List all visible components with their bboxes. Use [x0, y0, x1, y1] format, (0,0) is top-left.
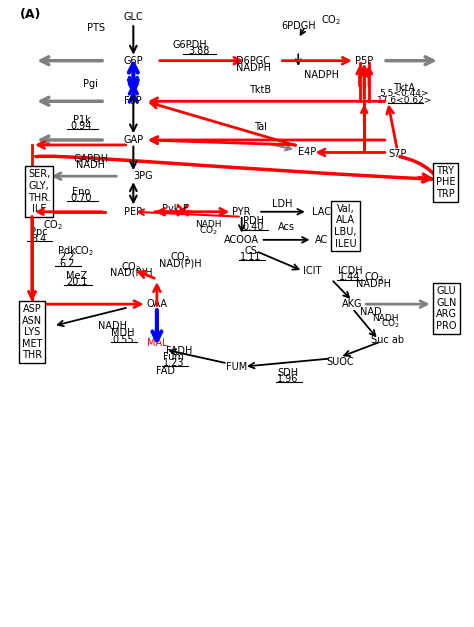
Text: PEP: PEP	[124, 207, 142, 217]
Text: 1.11: 1.11	[240, 252, 262, 262]
Text: FUM: FUM	[227, 362, 247, 372]
Text: TRY
PHE
TRP: TRY PHE TRP	[436, 166, 455, 199]
Text: F6P: F6P	[125, 97, 142, 106]
Text: Pgi: Pgi	[83, 79, 99, 89]
Text: 0.55: 0.55	[112, 335, 134, 345]
Text: NADPH: NADPH	[356, 278, 391, 288]
Text: MDH: MDH	[111, 329, 135, 339]
Text: CO$_2$: CO$_2$	[74, 244, 94, 258]
Text: 6PDGH: 6PDGH	[281, 21, 316, 31]
Text: 3.4: 3.4	[31, 234, 47, 244]
Text: Acs: Acs	[278, 223, 295, 233]
Text: Ppc: Ppc	[30, 228, 48, 238]
Text: AC: AC	[315, 235, 328, 245]
Text: CO$_2$: CO$_2$	[199, 224, 218, 237]
Text: NAD: NAD	[361, 307, 382, 317]
Text: 1.23: 1.23	[163, 359, 184, 369]
Text: NADH: NADH	[372, 314, 399, 323]
Text: GLU
GLN
ARG
PRO: GLU GLN ARG PRO	[436, 286, 457, 331]
Text: P5P: P5P	[355, 56, 374, 66]
Text: 0.94: 0.94	[71, 121, 92, 131]
Text: 20.1: 20.1	[66, 277, 88, 287]
Text: GLC: GLC	[123, 12, 143, 22]
Text: CO$_2$: CO$_2$	[381, 318, 400, 330]
Text: 0.70: 0.70	[71, 193, 92, 203]
Text: NADH: NADH	[76, 160, 105, 170]
Text: MAL: MAL	[146, 339, 167, 349]
Text: Suc ab: Suc ab	[371, 335, 404, 345]
Text: CO$_2$: CO$_2$	[121, 260, 141, 273]
Text: PDH: PDH	[243, 216, 264, 226]
Text: 5.5<0.44>: 5.5<0.44>	[380, 89, 429, 98]
Text: 1.44: 1.44	[339, 272, 361, 282]
Text: NAD(P)H: NAD(P)H	[159, 258, 202, 268]
Text: NADH: NADH	[195, 220, 222, 229]
Text: CO$_2$: CO$_2$	[364, 270, 384, 284]
Text: TktA: TktA	[393, 83, 415, 93]
Text: D6PGC: D6PGC	[237, 56, 271, 66]
Text: ASP
ASN
LYS
MET
THR: ASP ASN LYS MET THR	[22, 304, 42, 361]
Text: (A): (A)	[20, 8, 42, 21]
Text: SDH: SDH	[277, 368, 299, 378]
Text: GAPDH: GAPDH	[73, 154, 109, 164]
Text: Pyk-F: Pyk-F	[163, 204, 189, 214]
Text: NADPH: NADPH	[236, 63, 271, 73]
Text: CS: CS	[245, 246, 257, 256]
Text: NADPH: NADPH	[304, 70, 339, 80]
Text: AKG: AKG	[342, 299, 363, 309]
Text: CO$_2$: CO$_2$	[321, 13, 341, 27]
Text: CO$_2$: CO$_2$	[170, 250, 191, 264]
Text: Pdk: Pdk	[58, 246, 76, 256]
Text: Eno: Eno	[73, 187, 91, 197]
Text: 1.96: 1.96	[277, 374, 299, 384]
Text: 17.6<0.62>: 17.6<0.62>	[377, 96, 432, 105]
Text: SUOC: SUOC	[326, 357, 354, 367]
Text: 2.2: 2.2	[60, 252, 75, 262]
Text: Val,
ALA
LBU,
ILEU: Val, ALA LBU, ILEU	[334, 204, 356, 248]
Text: G6PDH: G6PDH	[173, 40, 207, 50]
Text: Fum: Fum	[163, 352, 184, 362]
Text: LDH: LDH	[272, 199, 292, 209]
Text: 3PG: 3PG	[133, 171, 153, 181]
Text: FADH: FADH	[166, 346, 193, 356]
Text: ICDH: ICDH	[338, 266, 363, 276]
Text: E4P: E4P	[298, 147, 317, 157]
Text: CO$_2$: CO$_2$	[43, 218, 64, 232]
Text: Tal: Tal	[254, 122, 267, 132]
Text: PTS: PTS	[87, 23, 105, 33]
Text: PYR: PYR	[232, 207, 251, 217]
Text: OAA: OAA	[146, 299, 167, 309]
Text: ACOOA: ACOOA	[224, 235, 259, 245]
Text: S7P: S7P	[388, 149, 406, 159]
Text: ICIT: ICIT	[303, 266, 321, 276]
Text: 3.88: 3.88	[189, 46, 210, 56]
Text: LAC: LAC	[312, 207, 331, 217]
Text: MeZ: MeZ	[66, 271, 87, 281]
Text: FAD: FAD	[156, 366, 175, 376]
Text: P1k: P1k	[73, 115, 91, 125]
Text: GAP: GAP	[123, 135, 144, 145]
Text: TktB: TktB	[249, 85, 272, 95]
Text: NAD(P)H: NAD(P)H	[109, 268, 152, 278]
Text: 0.40: 0.40	[243, 223, 264, 233]
Text: 6.2: 6.2	[60, 258, 75, 268]
Text: NADH: NADH	[98, 321, 127, 331]
Text: SER,
GLY,
THR.
ILE: SER, GLY, THR. ILE	[27, 169, 50, 214]
Text: G6P: G6P	[124, 56, 143, 66]
